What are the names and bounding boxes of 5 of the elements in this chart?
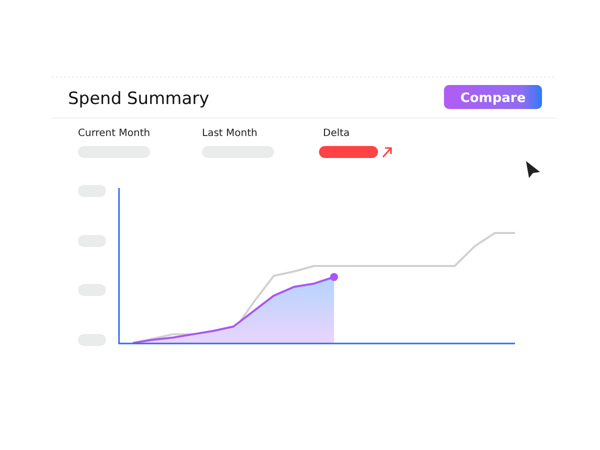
chart-title: Spend Summary xyxy=(68,89,210,109)
text: Compare xyxy=(460,91,526,106)
text: Last Month xyxy=(202,128,258,139)
text: Delta xyxy=(323,128,350,139)
text: Current Month xyxy=(78,128,150,139)
